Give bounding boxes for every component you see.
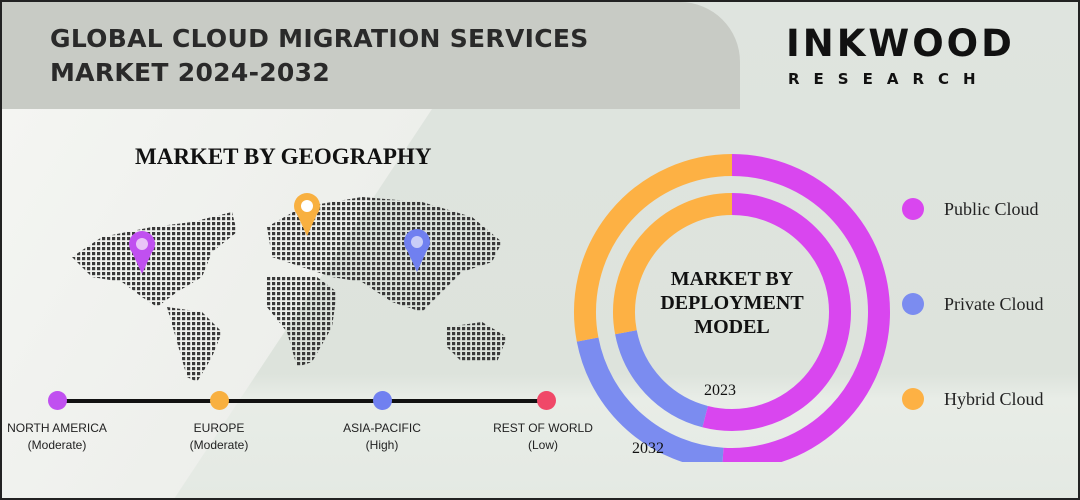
donut-segment-2032-public-cloud (722, 154, 890, 462)
map-africa (267, 277, 337, 367)
region-timeline (57, 399, 547, 403)
legend-swatch (902, 388, 924, 410)
donut-segment-2023-public-cloud (702, 193, 851, 431)
europe-pin (294, 193, 320, 236)
legend-swatch (902, 198, 924, 220)
donut-segment-2023-hybrid-cloud (613, 193, 733, 335)
map-australia (447, 322, 507, 362)
title-line-1: GLOBAL CLOUD MIGRATION SERVICES (50, 24, 589, 53)
world-map (72, 193, 507, 382)
region-asia-pacific: ASIA-PACIFIC (High) (312, 420, 452, 454)
legend-swatch (902, 293, 924, 315)
title-bar (2, 2, 740, 109)
legend-label: Private Cloud (944, 293, 1044, 314)
region-europe: EUROPE (Moderate) (149, 420, 289, 454)
deployment-donut-chart (574, 154, 890, 462)
page-title: GLOBAL CLOUD MIGRATION SERVICES MARKET 2… (50, 22, 589, 90)
legend-item-private-cloud: Private Cloud (902, 293, 1044, 315)
map-north-america (72, 212, 237, 307)
region-name: EUROPE (193, 421, 245, 435)
donut-title: MARKET BY DEPLOYMENT MODEL (660, 268, 804, 338)
asia-pacific-pin (404, 229, 430, 272)
inner-ring-label: 2023 (704, 382, 736, 399)
region-dot-north-america (48, 391, 67, 410)
outer-ring-label: 2032 (632, 440, 664, 457)
region-dot-europe (210, 391, 229, 410)
donut-segment-2023-private-cloud (615, 329, 709, 428)
logo-sub: RESEARCH (788, 70, 990, 88)
region-north-america: NORTH AMERICA (Moderate) (2, 420, 127, 454)
donut-segment-2032-private-cloud (576, 337, 724, 462)
region-rest-of-world: REST OF WORLD (Low) (473, 420, 613, 454)
region-dot-rest-of-world (537, 391, 556, 410)
north-america-pin (129, 231, 155, 274)
region-level: (Moderate) (27, 438, 87, 452)
legend-item-hybrid-cloud: Hybrid Cloud (902, 388, 1044, 410)
region-dot-asia-pacific (373, 391, 392, 410)
region-name: NORTH AMERICA (7, 421, 107, 435)
map-south-america (167, 307, 222, 382)
region-level: (High) (365, 438, 399, 452)
region-name: REST OF WORLD (493, 421, 593, 435)
donut-segment-2032-hybrid-cloud (574, 154, 733, 342)
legend-label: Public Cloud (944, 198, 1039, 219)
logo-name: INKWOOD (786, 22, 1015, 65)
map-europe-asia (267, 197, 502, 312)
region-level: (Low) (527, 438, 558, 452)
geography-title: MARKET BY GEOGRAPHY (135, 144, 432, 169)
region-level: (Moderate) (189, 438, 249, 452)
legend-label: Hybrid Cloud (944, 388, 1044, 409)
title-line-2: MARKET 2024-2032 (50, 58, 331, 87)
region-name: ASIA-PACIFIC (343, 421, 421, 435)
legend-item-public-cloud: Public Cloud (902, 198, 1039, 220)
